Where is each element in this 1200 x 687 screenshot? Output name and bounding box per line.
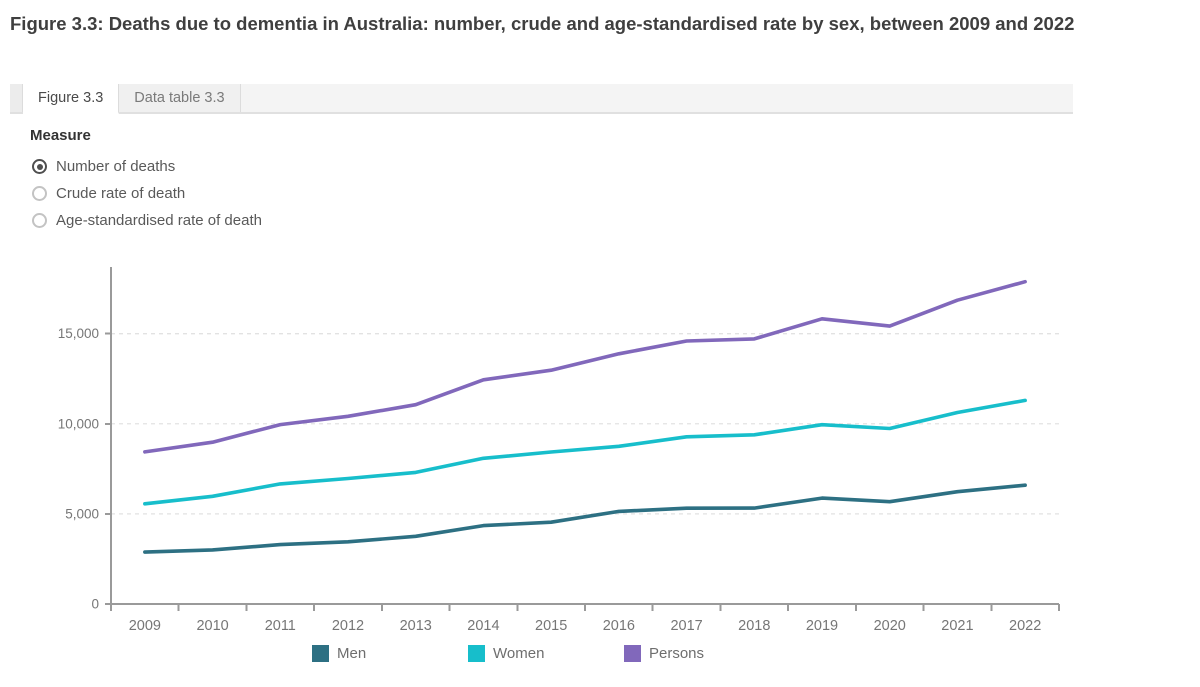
tab-data-table-label: Data table 3.3 bbox=[134, 90, 225, 106]
x-axis-labels: 2009 2010 2011 2012 2013 2014 2015 2016 2017 2018… bbox=[129, 618, 1042, 634]
legend-swatch-persons bbox=[624, 645, 641, 662]
tab-bar: Figure 3.3 Data table 3.3 bbox=[10, 84, 1073, 114]
legend-item-women[interactable]: Women bbox=[468, 645, 544, 662]
svg-text:2012: 2012 bbox=[332, 618, 364, 634]
svg-text:2019: 2019 bbox=[806, 618, 838, 634]
legend-label-persons: Persons bbox=[649, 645, 705, 662]
radio-unselected-icon bbox=[32, 186, 47, 201]
svg-text:2016: 2016 bbox=[603, 618, 635, 634]
radio-selected-icon bbox=[32, 159, 47, 174]
series-line-men[interactable] bbox=[143, 483, 1027, 554]
svg-text:2009: 2009 bbox=[129, 618, 161, 634]
radio-crude-rate-label: Crude rate of death bbox=[56, 185, 186, 202]
svg-text:2014: 2014 bbox=[467, 618, 499, 634]
measure-radio-group: Number of deaths Crude rate of death Age… bbox=[32, 153, 262, 234]
measure-heading: Measure bbox=[30, 127, 91, 144]
legend-swatch-women bbox=[468, 645, 485, 662]
legend-item-men[interactable]: Men bbox=[312, 645, 366, 662]
svg-text:0: 0 bbox=[91, 597, 99, 612]
svg-text:5,000: 5,000 bbox=[65, 506, 99, 521]
series-line-women[interactable] bbox=[143, 398, 1027, 506]
svg-text:2021: 2021 bbox=[941, 618, 973, 634]
figure-title: Figure 3.3: Deaths due to dementia in Au… bbox=[10, 13, 1075, 34]
radio-crude-rate[interactable]: Crude rate of death bbox=[32, 180, 262, 207]
svg-text:2020: 2020 bbox=[874, 618, 906, 634]
y-axis-labels: 0 5,000 10,000 15,000 bbox=[58, 326, 99, 611]
tab-figure-label: Figure 3.3 bbox=[38, 90, 104, 106]
radio-unselected-icon bbox=[32, 213, 47, 228]
radio-age-standardised-rate[interactable]: Age-standardised rate of death bbox=[32, 207, 262, 234]
legend-label-men: Men bbox=[337, 645, 367, 662]
tab-strip-stub bbox=[10, 84, 23, 112]
svg-text:2022: 2022 bbox=[1009, 618, 1041, 634]
svg-text:2013: 2013 bbox=[400, 618, 432, 634]
chart-area[interactable]: 0 5,000 10,000 15,000 2009 2010 2011 2012 2013 20… bbox=[0, 255, 1100, 687]
svg-text:10,000: 10,000 bbox=[58, 416, 99, 431]
svg-text:15,000: 15,000 bbox=[58, 326, 99, 341]
series-line-persons[interactable] bbox=[143, 279, 1027, 454]
chart-legend: Men Women Persons bbox=[0, 645, 1100, 669]
svg-text:2010: 2010 bbox=[196, 618, 228, 634]
axes bbox=[105, 267, 1060, 611]
svg-text:2015: 2015 bbox=[535, 618, 567, 634]
radio-number-of-deaths-label: Number of deaths bbox=[56, 158, 176, 175]
tab-figure[interactable]: Figure 3.3 bbox=[23, 84, 120, 114]
gridlines bbox=[111, 333, 1059, 515]
radio-age-standardised-rate-label: Age-standardised rate of death bbox=[56, 212, 262, 229]
legend-item-persons[interactable]: Persons bbox=[624, 645, 704, 662]
svg-text:2011: 2011 bbox=[265, 618, 296, 634]
legend-label-women: Women bbox=[493, 645, 545, 662]
radio-number-of-deaths[interactable]: Number of deaths bbox=[32, 153, 262, 180]
tab-data-table[interactable]: Data table 3.3 bbox=[119, 84, 241, 112]
legend-swatch-men bbox=[312, 645, 329, 662]
svg-text:2018: 2018 bbox=[738, 618, 770, 634]
svg-text:2017: 2017 bbox=[670, 618, 702, 634]
